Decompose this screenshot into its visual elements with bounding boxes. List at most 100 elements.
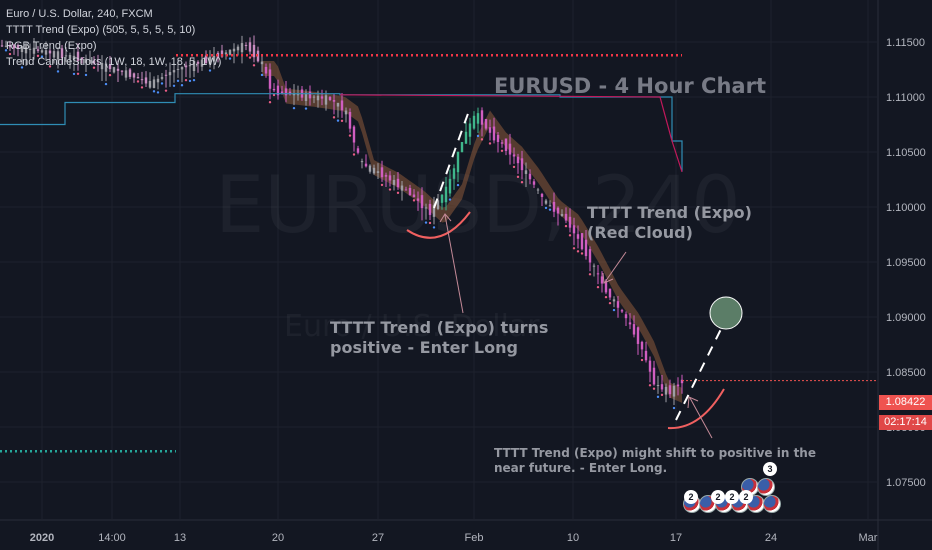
event-flag-icon[interactable]: [763, 495, 781, 513]
candle-body: [604, 280, 608, 293]
legend-symbol[interactable]: Euro / U.S. Dollar, 240, FXCM: [6, 8, 153, 20]
signal-dot: [580, 252, 584, 255]
red-cloud-band: [262, 61, 682, 403]
candle-body: [320, 96, 324, 99]
candle-body: [552, 201, 556, 212]
candle-body: [516, 156, 520, 164]
signal-dot: [184, 78, 188, 82]
signal-dot: [380, 183, 384, 187]
candle-body: [648, 360, 652, 372]
candle-body: [332, 100, 336, 102]
signal-dot: [180, 84, 184, 87]
candle-body: [344, 110, 348, 115]
candle-body: [164, 74, 168, 76]
signal-dot: [72, 72, 76, 76]
event-count-badge[interactable]: 2: [739, 490, 753, 504]
signal-dot: [652, 387, 656, 390]
signal-dot: [84, 73, 88, 77]
candle-body: [60, 48, 64, 59]
signal-dot: [568, 234, 572, 237]
signal-dot: [176, 79, 180, 83]
event-flag-icon[interactable]: [757, 478, 775, 496]
trend-step-line: [0, 93, 683, 172]
signal-dot: [388, 188, 392, 191]
candle-body: [564, 213, 568, 221]
annotation-red-cloud[interactable]: TTTT Trend (Expo) (Red Cloud): [587, 203, 752, 243]
candle-body: [152, 79, 156, 88]
chart-title-annotation[interactable]: EURUSD - 4 Hour Chart: [494, 74, 766, 98]
candle-body: [264, 66, 268, 74]
candle-body: [248, 42, 252, 52]
candlesticks: [0, 35, 684, 410]
candle-body: [396, 178, 400, 188]
candle-body: [432, 204, 436, 217]
time-axis-label: 13: [174, 532, 186, 544]
annotation-enter-long-2[interactable]: TTTT Trend (Expo) might shift to positiv…: [494, 446, 816, 476]
legend-indicator-tttt[interactable]: TTTT Trend (Expo) (505, 5, 5, 5, 5, 10): [6, 24, 196, 36]
candle-body: [440, 194, 444, 203]
annotation-enter-long-1[interactable]: TTTT Trend (Expo) turns positive - Enter…: [330, 318, 548, 358]
legend-indicator-rgb[interactable]: RGB Trend (Expo): [6, 40, 97, 52]
signal-dot: [564, 224, 568, 228]
candle-body: [236, 46, 240, 51]
candle-body: [444, 186, 448, 203]
signal-dot: [476, 134, 480, 138]
candle-body: [352, 126, 356, 143]
candle-body: [532, 181, 536, 185]
candle-body: [668, 385, 672, 395]
candle-body: [528, 173, 532, 180]
signal-dot: [500, 149, 504, 153]
candle-body: [72, 55, 76, 60]
candle-body: [672, 385, 676, 397]
candle-body: [172, 70, 176, 73]
signal-dot: [456, 183, 460, 187]
annotation-enter-long-2-line1: TTTT Trend (Expo) might shift to positiv…: [494, 446, 816, 460]
signal-dot: [260, 73, 264, 77]
signal-dot: [140, 86, 144, 89]
candle-body: [372, 167, 376, 174]
reversal-arc-1: [406, 211, 471, 239]
candle-body: [464, 131, 468, 144]
legend-indicator-candlesticks[interactable]: Trend CandleSticks (1W, 18, 1W, 18, 5, 1…: [6, 56, 222, 68]
candle-body: [644, 350, 648, 361]
annotation-arrow-2: [689, 397, 713, 439]
candle-body: [608, 288, 612, 298]
candle-body: [288, 91, 292, 95]
signal-dot: [164, 89, 168, 92]
candle-body: [0, 45, 4, 47]
signal-dot: [56, 70, 60, 73]
signal-dot: [48, 65, 52, 68]
event-count-badge[interactable]: 2: [684, 490, 698, 504]
candle-body: [200, 59, 204, 67]
event-count-badge[interactable]: 3: [763, 462, 777, 476]
signal-dot: [588, 273, 592, 276]
candle-body: [636, 327, 640, 344]
countdown-tag: 02:17:14: [879, 415, 932, 430]
candle-body: [492, 126, 496, 141]
candle-body: [640, 341, 644, 350]
candle-body: [496, 134, 500, 143]
signal-dot: [108, 73, 112, 77]
candle-body: [664, 386, 668, 395]
event-count-badge[interactable]: 2: [711, 490, 725, 504]
candle-body: [272, 88, 276, 91]
annotation-arrow-1: [444, 214, 464, 314]
chart-legend: Euro / U.S. Dollar, 240, FXCM TTTT Trend…: [6, 6, 221, 70]
candle-body: [408, 188, 412, 196]
candle-body: [676, 384, 680, 387]
event-count-badge[interactable]: 2: [725, 490, 739, 504]
candle-body: [296, 94, 300, 96]
drawings: [406, 107, 743, 439]
annotation-red-cloud-line1: TTTT Trend (Expo): [587, 203, 752, 222]
annotation-enter-long-1-line2: positive - Enter Long: [330, 338, 518, 357]
candle-body: [100, 63, 104, 70]
candle-body: [536, 189, 540, 191]
candle-body: [64, 55, 68, 57]
signal-dot: [428, 221, 432, 225]
time-axis-label: Feb: [465, 532, 484, 544]
candle-body: [336, 102, 340, 107]
signal-dot: [548, 208, 552, 211]
candle-body: [240, 43, 244, 53]
target-circle: [709, 296, 743, 330]
